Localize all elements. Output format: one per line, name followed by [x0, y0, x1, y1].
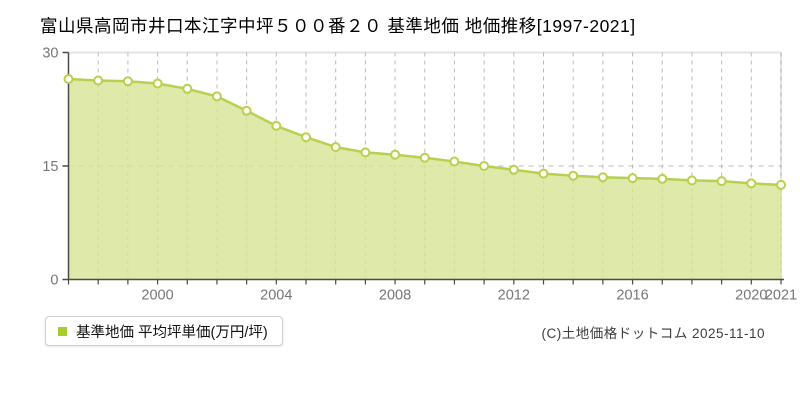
x-tick-label: 2012 [498, 288, 530, 304]
data-point-marker [301, 132, 311, 143]
data-point-marker [776, 179, 786, 190]
data-point-marker [479, 161, 490, 171]
data-point-marker [182, 83, 193, 94]
price-area-fill [68, 79, 781, 280]
data-point-marker [390, 149, 401, 160]
data-point-marker [568, 170, 579, 181]
data-point-marker [360, 147, 371, 158]
data-point-marker [746, 178, 757, 189]
legend-label: 基準地価 平均坪単価(万円/坪) [76, 324, 268, 341]
y-tick-label: 15 [42, 159, 58, 175]
data-point-marker [627, 173, 638, 184]
x-tick-label: 2004 [260, 288, 292, 304]
data-point-marker [93, 75, 104, 86]
data-point-marker [686, 175, 697, 186]
data-point-marker [508, 164, 519, 175]
data-point-marker [330, 142, 341, 153]
x-tick-label: 2021 [765, 288, 797, 304]
data-point-marker [271, 120, 282, 131]
data-point-marker [597, 172, 608, 183]
data-point-marker [211, 91, 222, 102]
copyright-text: (C)土地価格ドットコム 2025-11-10 [541, 326, 765, 341]
x-tick-label: 2020 [735, 288, 767, 304]
data-point-marker [538, 168, 549, 179]
legend: 基準地価 平均坪単価(万円/坪) [45, 316, 283, 346]
data-point-marker [241, 105, 252, 116]
data-point-marker [63, 74, 74, 84]
x-tick-label: 2000 [141, 288, 173, 304]
y-tick-label: 30 [42, 46, 58, 62]
data-point-marker [716, 176, 727, 187]
data-point-marker [657, 173, 668, 184]
data-point-marker [449, 156, 460, 167]
data-point-marker [122, 76, 133, 87]
legend-swatch-icon [58, 326, 67, 336]
x-tick-label: 2008 [379, 288, 411, 304]
y-tick-label: 0 [50, 273, 58, 289]
data-point-marker [152, 78, 163, 89]
data-point-marker [419, 152, 430, 163]
chart-title: 富山県高岡市井口本江字中坪５００番２０ 基準地価 地価推移[1997-2021] [40, 16, 636, 36]
x-tick-label: 2016 [616, 288, 648, 304]
